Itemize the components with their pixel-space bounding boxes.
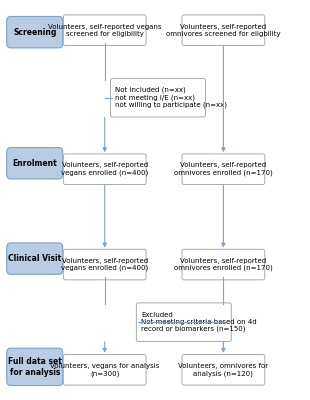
Text: Volunteers, self-reported vegans
screened for eligibility: Volunteers, self-reported vegans screene… <box>48 24 162 37</box>
Text: Volunteers, self-reported
omnivores screened for eligbility: Volunteers, self-reported omnivores scre… <box>166 24 281 37</box>
FancyBboxPatch shape <box>63 15 146 46</box>
Text: Clinical Visit: Clinical Visit <box>8 254 61 263</box>
Text: Volunteers, self-reported
vegans enrolled (n=400): Volunteers, self-reported vegans enrolle… <box>61 162 148 176</box>
FancyBboxPatch shape <box>182 154 265 184</box>
Text: Not included (n=xx)
not meeting I/E (n=xx)
not willing to participate (n=xx): Not included (n=xx) not meeting I/E (n=x… <box>115 87 227 108</box>
Text: Full data set
for analysis: Full data set for analysis <box>8 357 62 376</box>
Text: Volunteers, self-reported
omnivores enrolled (n=170): Volunteers, self-reported omnivores enro… <box>174 258 273 271</box>
FancyBboxPatch shape <box>7 16 63 48</box>
Text: Screening: Screening <box>13 28 56 37</box>
FancyBboxPatch shape <box>182 15 265 46</box>
FancyBboxPatch shape <box>136 303 231 342</box>
FancyBboxPatch shape <box>63 354 146 385</box>
FancyBboxPatch shape <box>182 249 265 280</box>
FancyBboxPatch shape <box>63 154 146 184</box>
Text: Enrolment: Enrolment <box>12 159 57 168</box>
Text: Excluded
Not meeting criteria based on 4d
record or biomarkers (n=150): Excluded Not meeting criteria based on 4… <box>141 312 257 332</box>
Text: Volunteers, self-reported
vegans enrolled (n=400): Volunteers, self-reported vegans enrolle… <box>61 258 148 271</box>
FancyBboxPatch shape <box>7 243 63 274</box>
Text: Volunteers, omnivores for
analysis (n=120): Volunteers, omnivores for analysis (n=12… <box>178 363 268 376</box>
FancyBboxPatch shape <box>7 348 63 386</box>
Text: Volunteers, vegans for analysis
(n=300): Volunteers, vegans for analysis (n=300) <box>50 363 159 376</box>
FancyBboxPatch shape <box>110 78 206 117</box>
FancyBboxPatch shape <box>7 148 63 179</box>
FancyBboxPatch shape <box>182 354 265 385</box>
Text: Volunteers, self-reported
omnivores enrolled (n=170): Volunteers, self-reported omnivores enro… <box>174 162 273 176</box>
FancyBboxPatch shape <box>63 249 146 280</box>
